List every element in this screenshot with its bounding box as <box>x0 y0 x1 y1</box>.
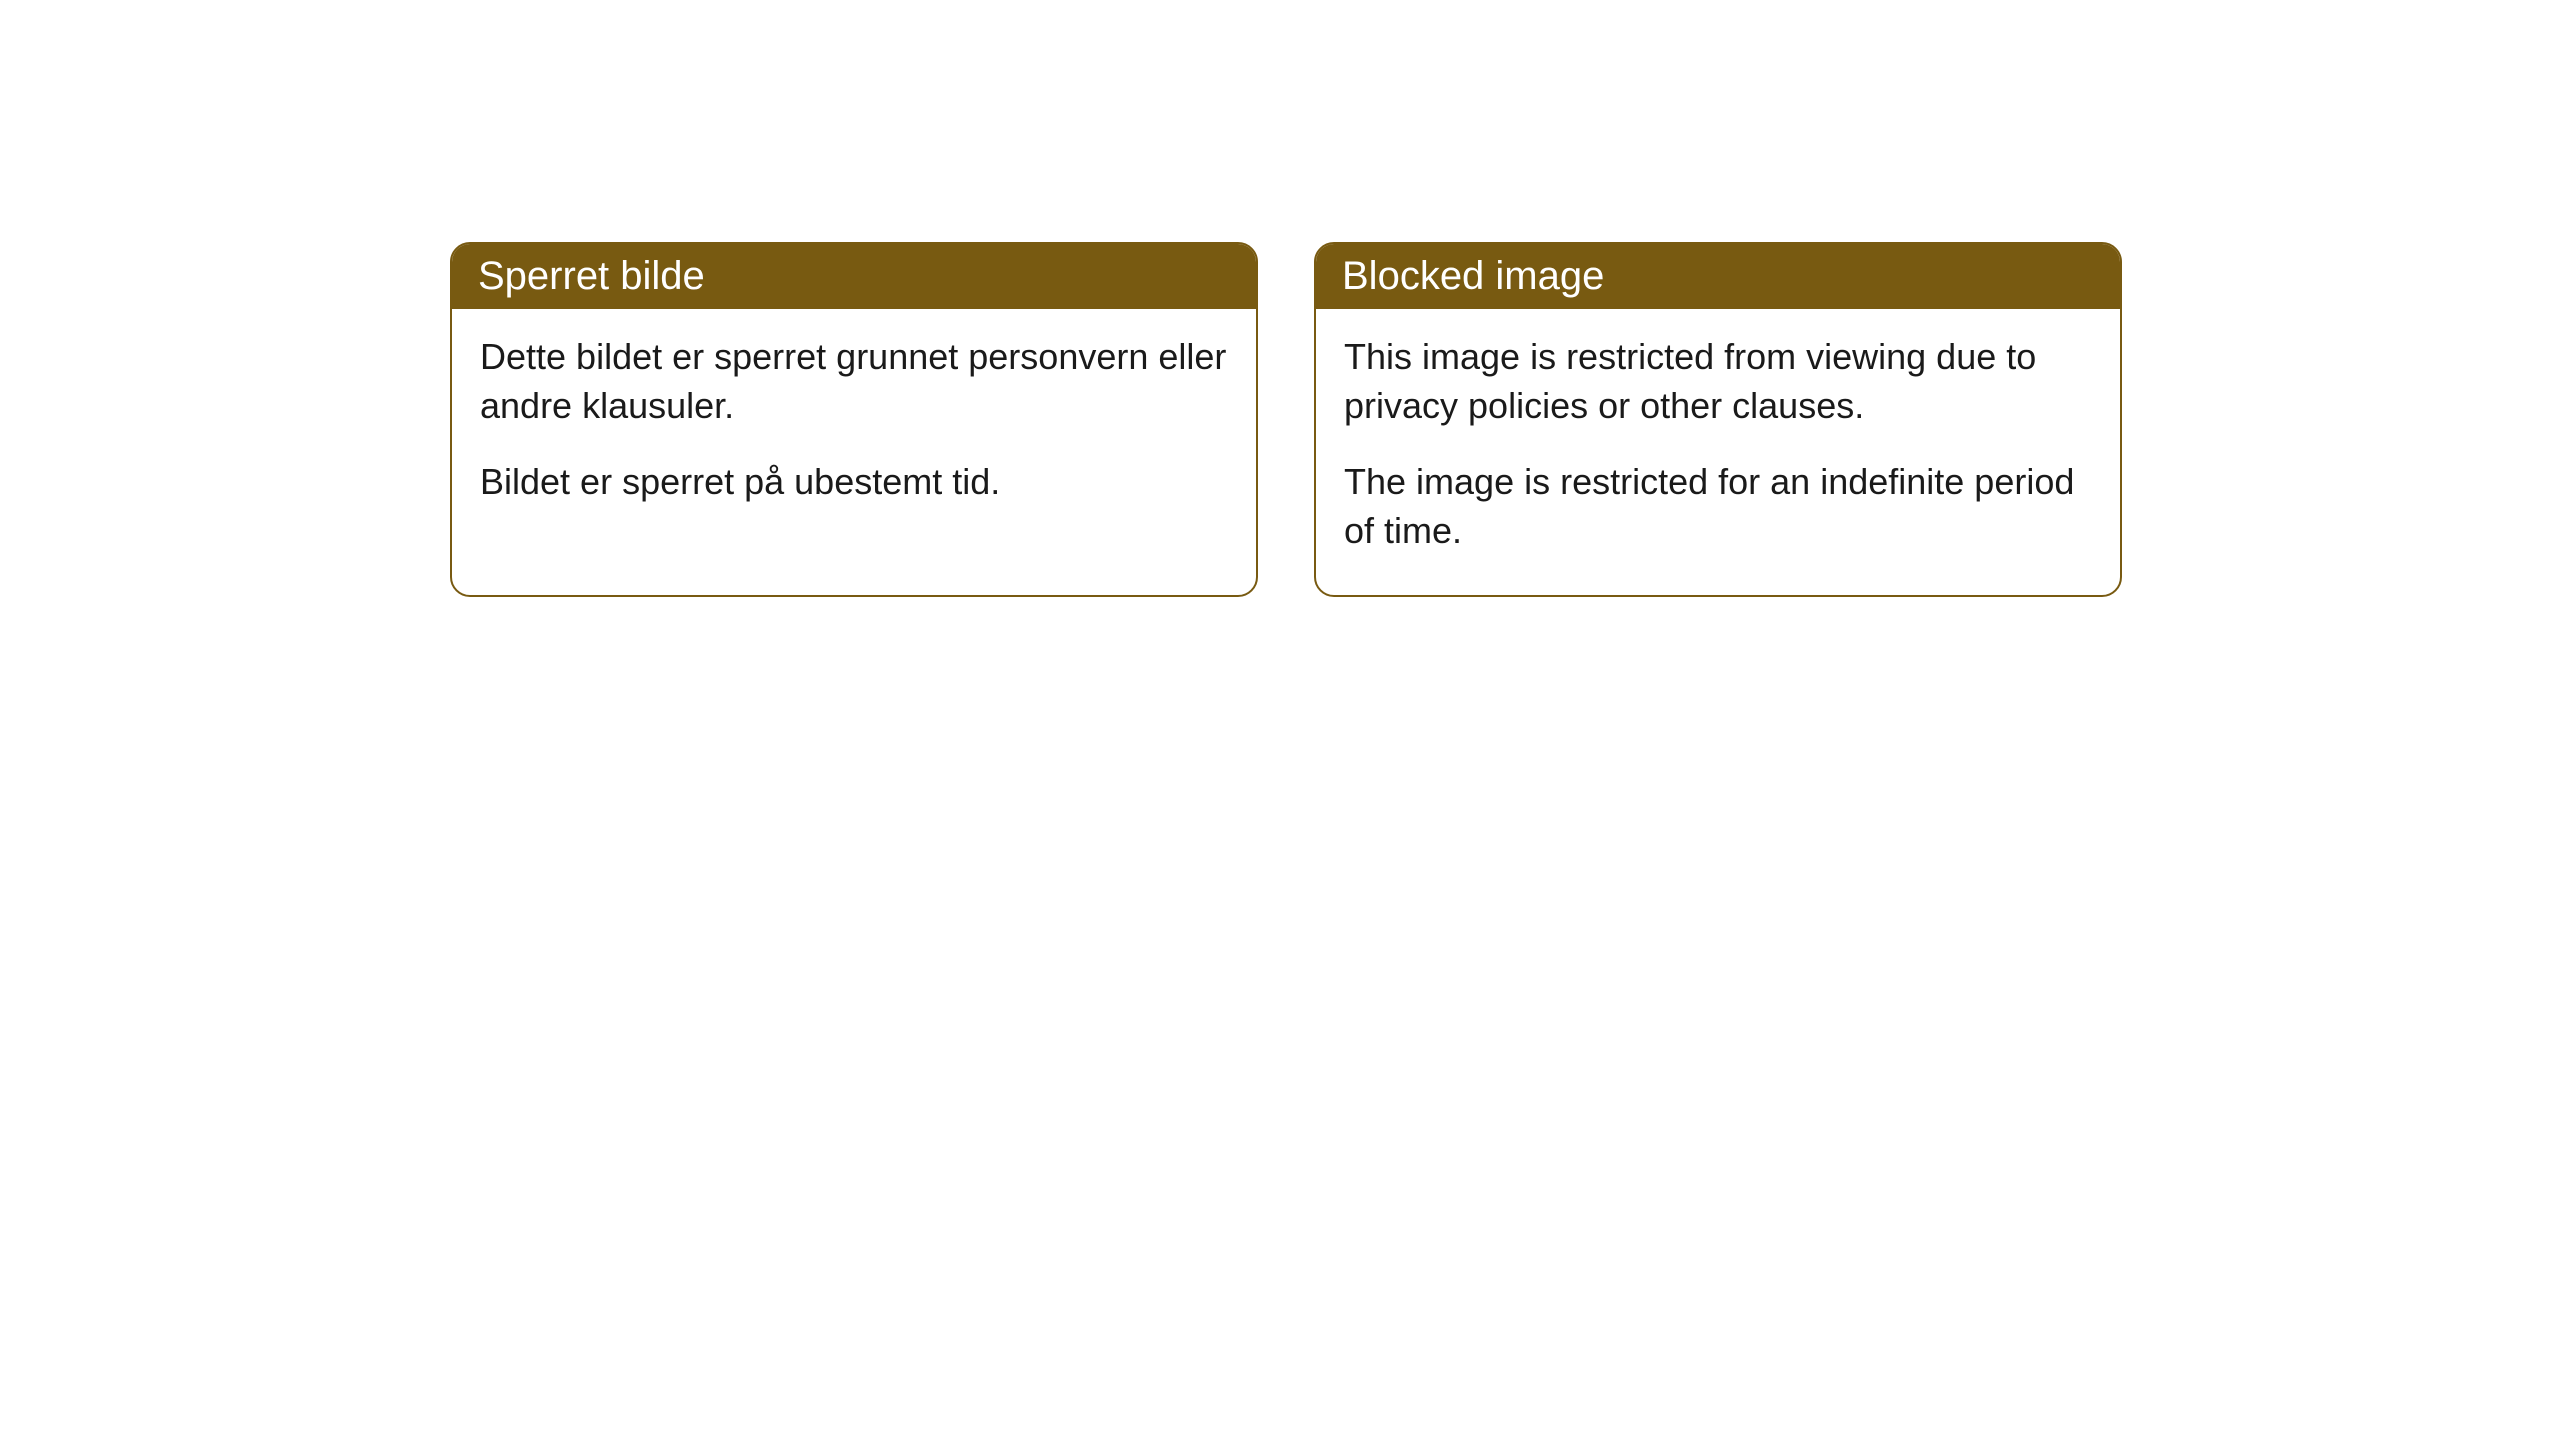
notice-card-norwegian: Sperret bilde Dette bildet er sperret gr… <box>450 242 1258 597</box>
card-paragraph: Dette bildet er sperret grunnet personve… <box>480 333 1228 430</box>
notice-cards-container: Sperret bilde Dette bildet er sperret gr… <box>450 242 2122 597</box>
card-title: Sperret bilde <box>478 254 705 298</box>
card-header: Sperret bilde <box>452 244 1256 309</box>
card-header: Blocked image <box>1316 244 2120 309</box>
card-paragraph: This image is restricted from viewing du… <box>1344 333 2092 430</box>
card-paragraph: Bildet er sperret på ubestemt tid. <box>480 458 1228 507</box>
card-body: Dette bildet er sperret grunnet personve… <box>452 309 1256 547</box>
card-body: This image is restricted from viewing du… <box>1316 309 2120 595</box>
card-paragraph: The image is restricted for an indefinit… <box>1344 458 2092 555</box>
notice-card-english: Blocked image This image is restricted f… <box>1314 242 2122 597</box>
card-title: Blocked image <box>1342 254 1604 298</box>
